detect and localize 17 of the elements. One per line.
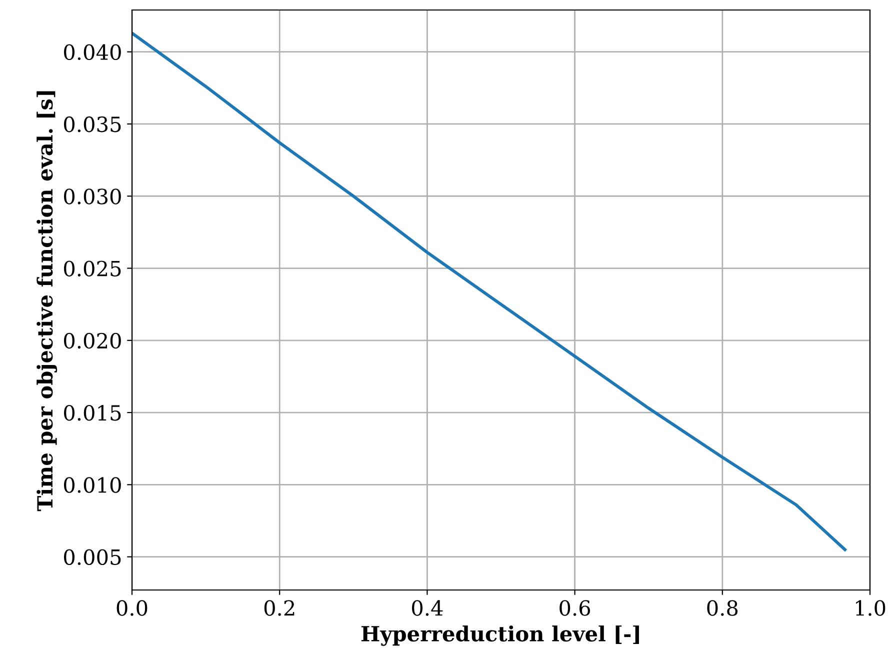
y-tick-label: 0.025 bbox=[64, 260, 121, 276]
line-series bbox=[132, 32, 846, 552]
y-tick-label: 0.040 bbox=[64, 44, 121, 60]
x-axis-title: Hyperreduction level [-] bbox=[361, 625, 639, 646]
y-tick-label: 0.015 bbox=[64, 404, 121, 421]
y-tick-label: 0.010 bbox=[64, 477, 121, 493]
y-tick-label: 0.005 bbox=[64, 549, 121, 566]
x-tick-label: 0.2 bbox=[264, 600, 294, 616]
x-tick-label: 0.8 bbox=[707, 600, 738, 616]
x-tick-label: 0.4 bbox=[412, 600, 443, 616]
x-tick-label: 0.6 bbox=[560, 600, 590, 616]
x-tick-label: 0.0 bbox=[116, 600, 148, 616]
y-axis-title: Time per objective function eval. [s] bbox=[36, 91, 58, 512]
y-tick-label: 0.030 bbox=[64, 188, 121, 204]
y-tick-label: 0.035 bbox=[64, 116, 121, 132]
x-tick-label: 1.0 bbox=[856, 600, 886, 616]
y-tick-label: 0.020 bbox=[64, 332, 121, 349]
